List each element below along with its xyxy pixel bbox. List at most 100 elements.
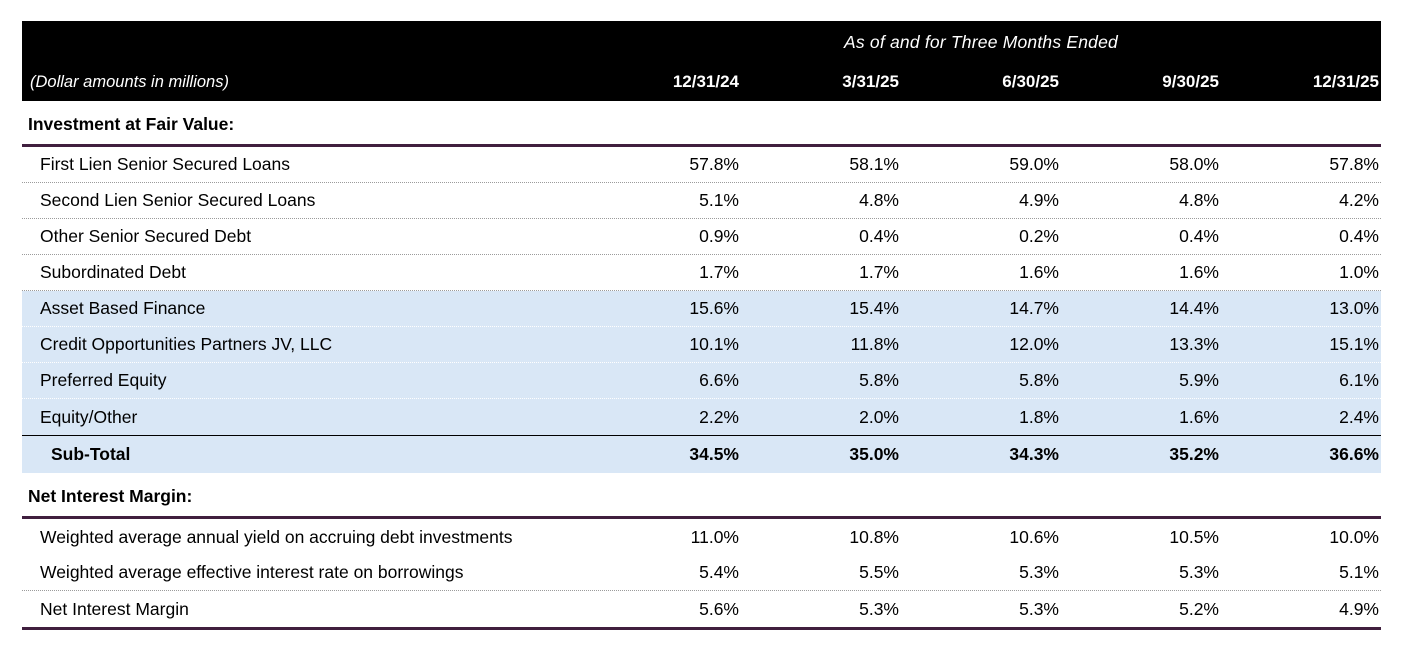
value-cell: 15.6% [689, 298, 739, 318]
date-column-header: 12/31/24 [672, 72, 739, 91]
value-cell: 58.1% [849, 154, 899, 174]
date-column-header: 9/30/25 [1162, 72, 1219, 91]
row-label: Subordinated Debt [40, 262, 186, 282]
section-title: Investment at Fair Value: [28, 114, 235, 134]
period-group-label: As of and for Three Months Ended [844, 32, 1118, 52]
table-row: Asset Based Finance 15.6% 15.4% 14.7% 14.4% 1… [22, 291, 1381, 327]
value-cell: 57.8% [689, 154, 739, 174]
table-row: Preferred Equity 6.6% 5.8% 5.8% 5.9% 6.1% [22, 363, 1381, 399]
value-cell: 13.0% [1329, 298, 1379, 318]
date-column-headers: 12/31/24 3/31/25 6/30/25 9/30/25 12/31/25 [581, 72, 1381, 92]
value-cell: 1.6% [1179, 262, 1219, 282]
value-cell: 10.0% [1329, 526, 1379, 547]
table-row: Weighted average effective interest rate… [22, 555, 1381, 591]
value-cell: 5.6% [699, 598, 739, 619]
value-cell: 5.1% [1339, 562, 1379, 582]
table-row: Credit Opportunities Partners JV, LLC 10.… [22, 327, 1381, 363]
value-cell: 5.9% [1179, 370, 1219, 390]
value-cell: 0.9% [699, 226, 739, 246]
row-label: Weighted average effective interest rate… [40, 562, 464, 582]
value-cell: 2.0% [859, 406, 899, 427]
value-cell: 5.1% [699, 190, 739, 210]
value-cell: 34.3% [1009, 444, 1059, 464]
value-cell: 4.9% [1339, 598, 1379, 619]
section-rows: Weighted average annual yield on accruin… [22, 516, 1381, 630]
value-cell: 12.0% [1009, 334, 1059, 354]
table-row: Equity/Other 2.2% 2.0% 1.8% 1.6% 2.4% [22, 399, 1381, 435]
value-cell: 5.3% [1179, 562, 1219, 582]
value-cell: 10.1% [689, 334, 739, 354]
date-column-header: 6/30/25 [1002, 72, 1059, 91]
row-label: Weighted average annual yield on accruin… [40, 526, 513, 547]
value-cell: 10.8% [849, 526, 899, 547]
table-row: Weighted average annual yield on accruin… [22, 519, 1381, 555]
table-section: Investment at Fair Value: First Lien Seni… [22, 101, 1381, 473]
value-cell: 5.5% [859, 562, 899, 582]
value-cell: 1.0% [1339, 262, 1379, 282]
row-label: Net Interest Margin [40, 598, 189, 619]
value-cell: 5.3% [1019, 562, 1059, 582]
value-cell: 59.0% [1009, 154, 1059, 174]
value-cell: 4.8% [859, 190, 899, 210]
value-cell: 5.3% [859, 598, 899, 619]
row-label: Second Lien Senior Secured Loans [40, 190, 316, 210]
value-cell: 6.6% [699, 370, 739, 390]
value-cell: 10.6% [1009, 526, 1059, 547]
value-cell: 1.8% [1019, 406, 1059, 427]
header-group-row: As of and for Three Months Ended [22, 21, 1381, 53]
section-rows: First Lien Senior Secured Loans 57.8% 58.1… [22, 144, 1381, 473]
value-cell: 1.7% [699, 262, 739, 282]
value-cell: 0.4% [1179, 226, 1219, 246]
value-cell: 1.6% [1179, 406, 1219, 427]
value-cell: 2.4% [1339, 406, 1379, 427]
value-cell: 57.8% [1329, 154, 1379, 174]
row-label: Other Senior Secured Debt [40, 226, 252, 246]
value-cell: 11.0% [690, 526, 739, 547]
value-cell: 34.5% [689, 444, 739, 464]
value-cell: 4.9% [1019, 190, 1059, 210]
value-cell: 14.7% [1009, 298, 1059, 318]
date-column-header: 3/31/25 [842, 72, 899, 91]
table-row: First Lien Senior Secured Loans 57.8% 58.1… [22, 147, 1381, 183]
row-label: Credit Opportunities Partners JV, LLC [40, 334, 333, 354]
value-cell: 10.5% [1169, 526, 1219, 547]
row-label: Preferred Equity [40, 370, 167, 390]
value-cell: 6.1% [1339, 370, 1379, 390]
table-header: As of and for Three Months Ended (Dollar… [22, 21, 1381, 101]
header-spacer [22, 32, 581, 53]
value-cell: 36.6% [1329, 444, 1379, 464]
table-row: Other Senior Secured Debt 0.9% 0.4% 0.2% 0.4… [22, 219, 1381, 255]
value-cell: 0.4% [1339, 226, 1379, 246]
row-label: Sub-Total [51, 444, 131, 464]
value-cell: 4.2% [1339, 190, 1379, 210]
value-cell: 5.2% [1179, 598, 1219, 619]
table-row: Second Lien Senior Secured Loans 5.1% 4.8%… [22, 183, 1381, 219]
table-row: Sub-Total 34.5% 35.0% 34.3% 35.2% 36.6% [22, 435, 1381, 473]
value-cell: 13.3% [1169, 334, 1219, 354]
value-cell: 0.4% [859, 226, 899, 246]
row-label: Asset Based Finance [40, 298, 206, 318]
value-cell: 2.2% [699, 406, 739, 427]
value-cell: 35.0% [849, 444, 899, 464]
value-cell: 15.4% [849, 298, 899, 318]
value-cell: 35.2% [1169, 444, 1219, 464]
date-column-header: 12/31/25 [1312, 72, 1379, 91]
table-row: Subordinated Debt 1.7% 1.7% 1.6% 1.6% 1.0% [22, 255, 1381, 291]
table-section: Net Interest Margin: Weighted average ann… [22, 473, 1381, 630]
table-row: Net Interest Margin 5.6% 5.3% 5.3% 5.2% 4.9% [22, 591, 1381, 627]
value-cell: 4.8% [1179, 190, 1219, 210]
row-label: First Lien Senior Secured Loans [40, 154, 290, 174]
value-cell: 5.8% [859, 370, 899, 390]
row-label: Equity/Other [40, 406, 138, 427]
dollar-amounts-note: (Dollar amounts in millions) [30, 73, 229, 91]
value-cell: 0.2% [1019, 226, 1059, 246]
value-cell: 1.6% [1019, 262, 1059, 282]
value-cell: 1.7% [859, 262, 899, 282]
value-cell: 5.8% [1019, 370, 1059, 390]
value-cell: 58.0% [1169, 154, 1219, 174]
value-cell: 14.4% [1169, 298, 1219, 318]
section-title: Net Interest Margin: [28, 486, 193, 506]
value-cell: 5.3% [1019, 598, 1059, 619]
value-cell: 11.8% [850, 334, 899, 354]
